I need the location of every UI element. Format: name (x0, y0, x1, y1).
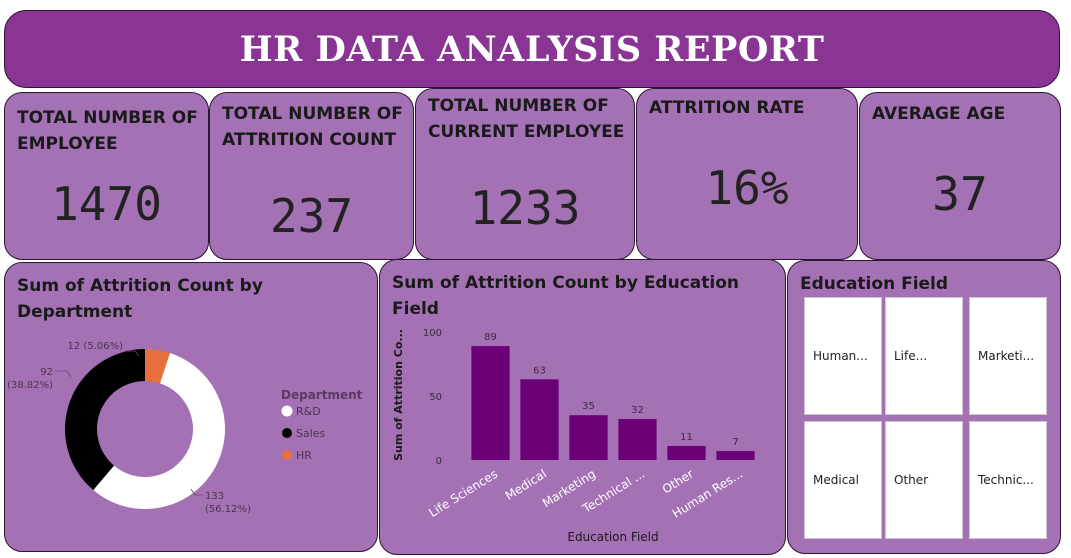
kpi-value: 1470 (51, 177, 162, 231)
kpi-title: AVERAGE AGE (872, 104, 1006, 124)
donut-slice-hr[interactable] (145, 349, 171, 384)
kpi-title: ATTRITION RATE (649, 98, 805, 118)
bar[interactable] (569, 415, 608, 460)
bar-data-label: 89 (484, 332, 497, 343)
legend-marker (281, 405, 293, 417)
bar-data-label: 63 (533, 365, 546, 376)
education-field-filter-panel: Education Field Human... Life... Marketi… (787, 260, 1061, 554)
leader-line (125, 350, 140, 357)
donut-data-label: 133 (56.12%) (205, 491, 251, 515)
kpi-title: TOTAL NUMBER OF EMPLOYEE (17, 108, 198, 154)
bar-chart-title: Sum of Attrition Count by Education Fiel… (392, 273, 739, 319)
y-axis-label: Sum of Attrition Co... (392, 329, 405, 461)
bar-data-label: 32 (631, 405, 644, 416)
legend-entry[interactable]: HR (296, 449, 312, 462)
donut-data-label: 12 (5.06%) (68, 341, 124, 352)
x-axis-label: Education Field (567, 530, 658, 544)
kpi-card-attrition-rate: ATTRITION RATE 16% (636, 88, 858, 260)
filter-tile-medical[interactable]: Medical (804, 421, 882, 539)
filter-title: Education Field (800, 274, 949, 294)
donut-chart-title: Sum of Attrition Count by Department (17, 276, 263, 322)
donut-data-label: 92 (38.82%) (7, 367, 53, 391)
bar[interactable] (520, 379, 559, 460)
donut-slice-rd[interactable] (93, 353, 226, 509)
kpi-card-total-employee: TOTAL NUMBER OF EMPLOYEE 1470 (4, 92, 209, 260)
kpi-title: TOTAL NUMBER OF CURRENT EMPLOYEE (428, 96, 625, 142)
bar-data-label: 7 (732, 437, 738, 448)
donut-chart[interactable]: 12 (5.06%) 133 (56.12%) 92 (38.82%) Departme… (5, 263, 377, 551)
kpi-card-average-age: AVERAGE AGE 37 (859, 92, 1061, 260)
x-tick-label: Life Sciences (426, 467, 500, 520)
bar[interactable] (667, 445, 706, 460)
legend-marker (282, 450, 292, 460)
filter-tile-life-sciences[interactable]: Life... (885, 297, 963, 415)
kpi-card-attrition-count: TOTAL NUMBER OF ATTRITION COUNT 237 (209, 92, 414, 260)
bar[interactable] (471, 346, 510, 460)
y-tick-label: 0 (436, 456, 442, 467)
leader-line (55, 370, 72, 378)
legend-title: Department (281, 388, 363, 402)
bar[interactable] (716, 451, 755, 460)
legend-entry[interactable]: R&D (296, 405, 321, 418)
kpi-title: TOTAL NUMBER OF ATTRITION COUNT (222, 104, 403, 150)
filter-tile-other[interactable]: Other (885, 421, 963, 539)
bar-data-label: 11 (680, 432, 693, 443)
y-tick-label: 100 (423, 328, 442, 339)
legend-marker (282, 428, 292, 438)
kpi-value: 37 (932, 167, 988, 221)
kpi-value: 237 (269, 189, 354, 243)
kpi-card-current-employee: TOTAL NUMBER OF CURRENT EMPLOYEE 1233 (415, 88, 635, 260)
kpi-value: 16% (705, 161, 789, 215)
kpi-value: 1233 (469, 181, 581, 235)
x-tick-label: Other (660, 467, 696, 497)
filter-tile-human-resources[interactable]: Human... (804, 297, 882, 415)
bar[interactable] (618, 419, 657, 460)
department-attrition-panel: Sum of Attrition Count by Department 12 … (4, 262, 378, 552)
bar-chart[interactable]: Sum of Attrition Co... 0 50 100 89 63 35 32 11… (380, 260, 785, 554)
report-title: HR DATA ANALYSIS REPORT (239, 28, 825, 70)
donut-slice-sales[interactable] (65, 349, 145, 491)
legend-entry[interactable]: Sales (296, 427, 326, 440)
y-tick-label: 50 (429, 392, 442, 403)
leader-line (190, 488, 203, 496)
report-header: HR DATA ANALYSIS REPORT (4, 10, 1060, 88)
filter-tile-technical[interactable]: Technic... (969, 421, 1047, 539)
bar-data-label: 35 (582, 401, 595, 412)
filter-tile-marketing[interactable]: Marketi... (969, 297, 1047, 415)
education-attrition-panel: Sum of Attrition Count by Education Fiel… (379, 259, 786, 555)
